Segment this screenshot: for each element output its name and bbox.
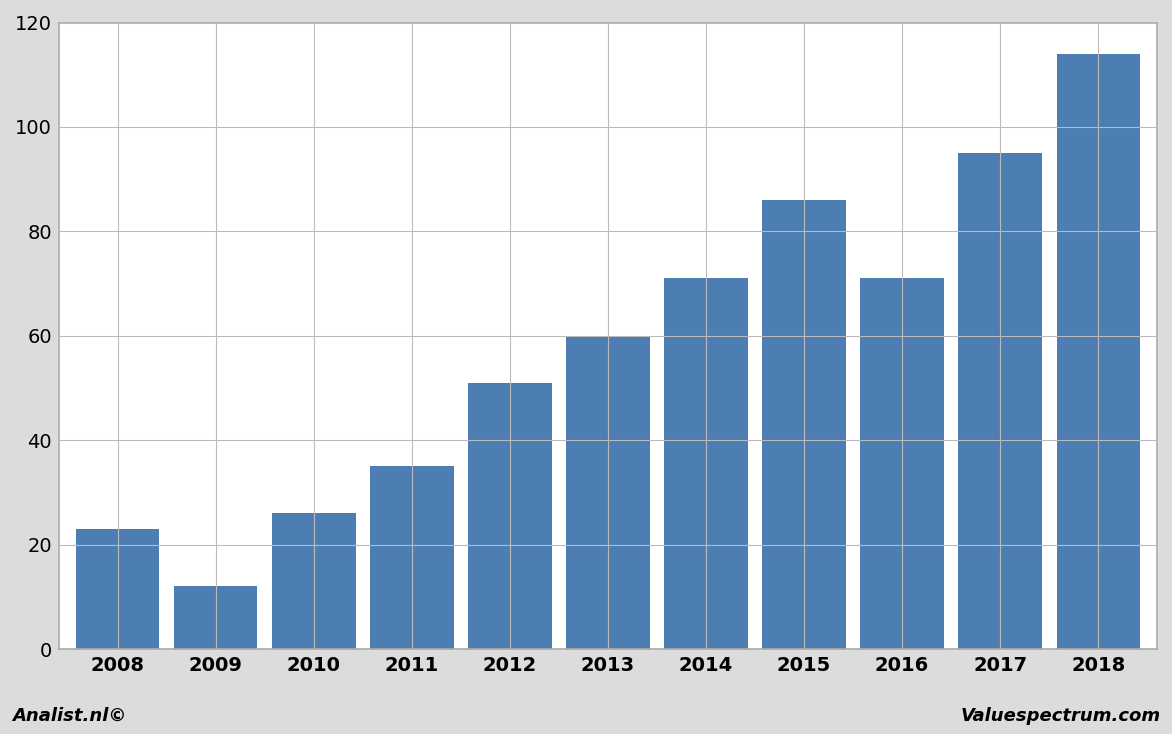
Bar <box>763 200 846 649</box>
Bar <box>959 153 1042 649</box>
Bar <box>566 335 649 649</box>
Bar <box>175 586 258 649</box>
Bar <box>272 513 355 649</box>
Text: Analist.nl©: Analist.nl© <box>12 707 127 724</box>
Bar <box>860 278 943 649</box>
Bar <box>665 278 748 649</box>
Bar <box>370 466 454 649</box>
Text: Valuespectrum.com: Valuespectrum.com <box>960 707 1160 724</box>
Bar <box>469 382 552 649</box>
Bar <box>1056 54 1140 649</box>
Bar <box>76 529 159 649</box>
